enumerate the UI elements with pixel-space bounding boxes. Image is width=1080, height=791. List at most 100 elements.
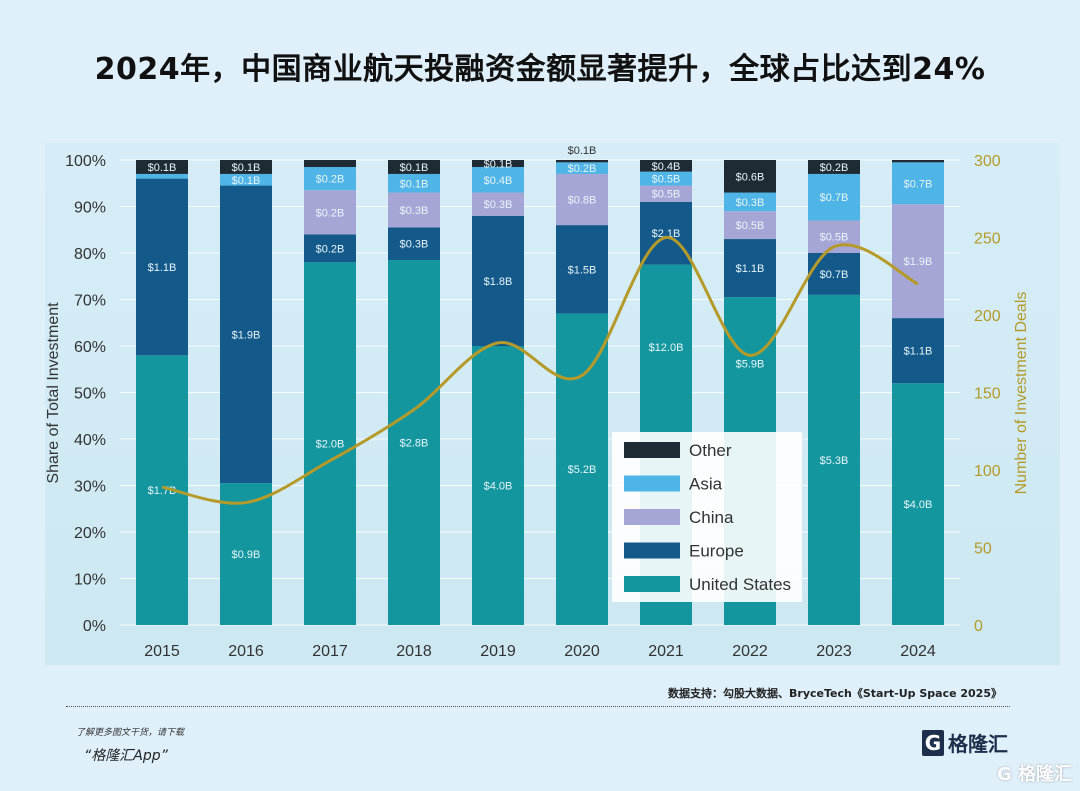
bar-segment-asia	[136, 173, 188, 179]
legend-label: China	[689, 508, 734, 527]
bar-segment-europe	[556, 225, 608, 314]
y2-tick-label: 200	[974, 308, 1001, 325]
bar-data-label: $0.6B	[736, 171, 765, 183]
bar-segment-asia	[388, 173, 440, 193]
x-tick-label: 2018	[396, 643, 432, 660]
y2-axis-title: Number of Investment Deals	[1013, 292, 1030, 495]
bar-segment-other	[556, 160, 608, 163]
bar-segment-china	[556, 173, 608, 226]
bar-data-label: $1.1B	[904, 346, 933, 358]
bar-data-label: $0.1B	[232, 162, 261, 174]
bar-data-label: $4.0B	[484, 481, 513, 493]
bar-data-label: $0.1B	[400, 178, 429, 190]
bar-data-label: $0.5B	[736, 220, 765, 232]
bar-data-label: $0.5B	[820, 232, 849, 244]
bar-data-label: $0.2B	[820, 162, 849, 174]
bar-data-label: $1.5B	[568, 264, 597, 276]
bar-data-label: $0.2B	[316, 207, 345, 219]
bar-segment-europe	[892, 318, 944, 384]
watermark: G 格隆汇	[996, 764, 1072, 785]
legend-label: Europe	[689, 542, 744, 561]
y-tick-label: 10%	[74, 572, 106, 589]
bar-data-label: $0.1B	[148, 162, 177, 174]
bar-data-label: $5.2B	[568, 464, 597, 476]
brand-logo: G 格隆汇	[922, 728, 1008, 757]
divider	[66, 706, 1010, 707]
bar-segment-europe	[220, 185, 272, 484]
y-tick-label: 90%	[74, 200, 106, 217]
bar-data-label: $0.9B	[232, 549, 261, 561]
y-tick-label: 0%	[83, 618, 106, 635]
x-tick-label: 2015	[144, 643, 180, 660]
page-title: 2024年，中国商业航天投融资金额显著提升，全球占比达到24%	[94, 52, 986, 87]
bar-segment-asia	[556, 162, 608, 174]
x-tick-label: 2022	[732, 643, 768, 660]
bar-data-label: $1.9B	[904, 256, 933, 268]
bar-segment-europe	[472, 215, 524, 346]
x-tick-label: 2017	[312, 643, 348, 660]
bar-segment-other	[136, 160, 188, 174]
y-tick-label: 80%	[74, 246, 106, 263]
bar-data-label: $0.1B	[232, 175, 261, 187]
app-name: “格隆汇App”	[84, 748, 168, 764]
bar-data-label: $2.8B	[400, 437, 429, 449]
bar-segment-europe	[808, 253, 860, 295]
bar-data-label: $0.8B	[568, 195, 597, 207]
y2-tick-label: 100	[974, 463, 1001, 480]
bar-segment-asia	[220, 173, 272, 186]
bar-data-label: $1.8B	[484, 276, 513, 288]
y-tick-label: 50%	[74, 386, 106, 403]
legend-swatch	[624, 475, 680, 492]
bar-data-label: $5.9B	[736, 358, 765, 370]
bar-data-label: $2.0B	[316, 439, 345, 451]
bar-segment-china	[892, 204, 944, 319]
bar-segment-asia	[472, 166, 524, 193]
bar-segment-other	[388, 160, 440, 174]
bar-data-label: $1.1B	[736, 263, 765, 275]
bar-data-label: $0.3B	[400, 239, 429, 251]
bar-segment-other	[808, 160, 860, 174]
bar-segment-europe	[724, 239, 776, 298]
legend-swatch	[624, 442, 680, 458]
bar-data-label: $0.1B	[484, 158, 513, 170]
bar-data-label: $0.5B	[652, 189, 681, 201]
bar-data-label: $0.1B	[568, 145, 597, 157]
deals-line	[161, 236, 919, 505]
logo-g-icon: G	[922, 729, 944, 756]
x-tick-label: 2019	[480, 643, 516, 660]
bar-segment-europe	[136, 178, 188, 356]
x-tick-label: 2021	[648, 643, 684, 660]
bar-segment-china	[304, 190, 356, 235]
bar-segment-united-states	[220, 483, 272, 625]
bar-data-label: $0.3B	[736, 197, 765, 209]
bar-segment-asia	[640, 171, 692, 186]
bar-segment-asia	[892, 162, 944, 205]
bar-segment-united-states	[556, 313, 608, 625]
download-note: 了解更多图文干货，请下载	[76, 728, 185, 738]
bar-segment-other	[472, 160, 524, 167]
bar-segment-united-states	[892, 383, 944, 625]
bar-segment-united-states	[808, 294, 860, 625]
bar-data-label: $0.3B	[484, 199, 513, 211]
bar-segment-united-states	[388, 259, 440, 625]
y-tick-label: 70%	[74, 293, 106, 310]
legend-swatch	[624, 542, 680, 559]
bar-data-label: $0.1B	[400, 162, 429, 174]
x-tick-label: 2020	[564, 643, 600, 660]
legend-label: Other	[689, 441, 732, 460]
bar-data-label: $0.4B	[484, 175, 513, 187]
bar-segment-china	[388, 192, 440, 228]
y-tick-label: 40%	[74, 432, 106, 449]
bar-segment-china	[472, 192, 524, 216]
source-note: 数据支持：勾股大数据、BryceTech《Start-Up Space 2025…	[668, 687, 1002, 700]
bar-data-label: $0.4B	[652, 161, 681, 173]
bar-data-label: $0.5B	[652, 174, 681, 186]
bar-data-label: $0.2B	[316, 174, 345, 186]
bar-data-label: $1.1B	[148, 262, 177, 274]
y-axis-title: Share of Total Investment	[45, 302, 62, 484]
bar-data-label: $2.1B	[652, 228, 681, 240]
legend-label: Asia	[689, 475, 723, 494]
bar-segment-united-states	[472, 346, 524, 625]
y-tick-label: 60%	[74, 339, 106, 356]
